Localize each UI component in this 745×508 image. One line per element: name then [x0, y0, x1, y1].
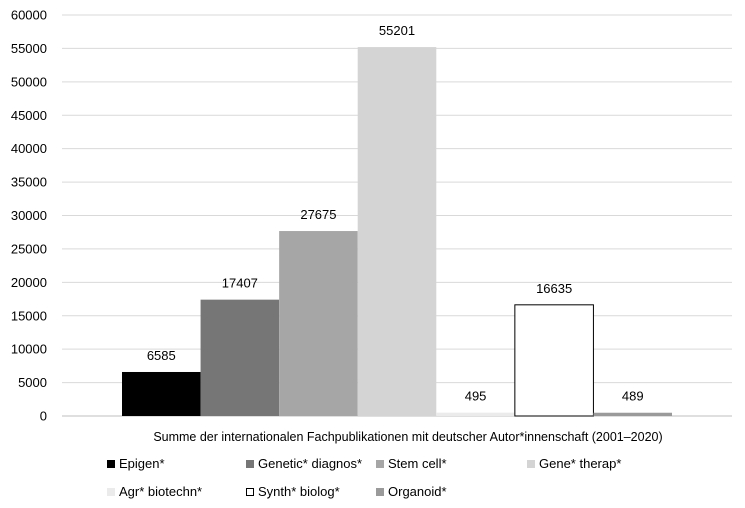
data-label: 495 — [465, 389, 487, 404]
x-axis-label: Summe der internationalen Fachpublikatio… — [153, 430, 662, 444]
y-tick-label: 60000 — [11, 8, 47, 23]
y-tick-label: 0 — [40, 409, 47, 424]
data-label: 489 — [622, 389, 644, 404]
y-tick-label: 55000 — [11, 41, 47, 56]
data-label: 16635 — [536, 281, 572, 296]
bar-2 — [200, 299, 280, 416]
bar-6 — [514, 304, 594, 417]
data-label: 55201 — [379, 23, 415, 38]
bar-7 — [593, 412, 672, 416]
y-tick-label: 40000 — [11, 141, 47, 156]
y-axis: 0 5000 10000 15000 20000 25000 30000 35000 40000… — [11, 8, 47, 424]
y-tick-label: 35000 — [11, 175, 47, 190]
y-tick-label: 15000 — [11, 308, 47, 323]
bar-4 — [357, 47, 437, 417]
y-tick-label: 25000 — [11, 241, 47, 256]
y-tick-label: 45000 — [11, 108, 47, 123]
data-label: 27675 — [300, 207, 336, 222]
y-tick-label: 5000 — [18, 375, 47, 390]
y-tick-label: 10000 — [11, 342, 47, 357]
y-tick-label: 30000 — [11, 208, 47, 223]
bar-1 — [122, 371, 201, 416]
bars — [122, 47, 672, 417]
data-label: 6585 — [147, 348, 176, 363]
bar-5 — [436, 412, 515, 416]
y-tick-label: 50000 — [11, 74, 47, 89]
bar-3 — [279, 231, 358, 416]
data-label: 17407 — [222, 276, 258, 291]
data-labels: 6585 17407 27675 55201 495 16635 489 — [147, 23, 644, 404]
y-tick-label: 20000 — [11, 275, 47, 290]
